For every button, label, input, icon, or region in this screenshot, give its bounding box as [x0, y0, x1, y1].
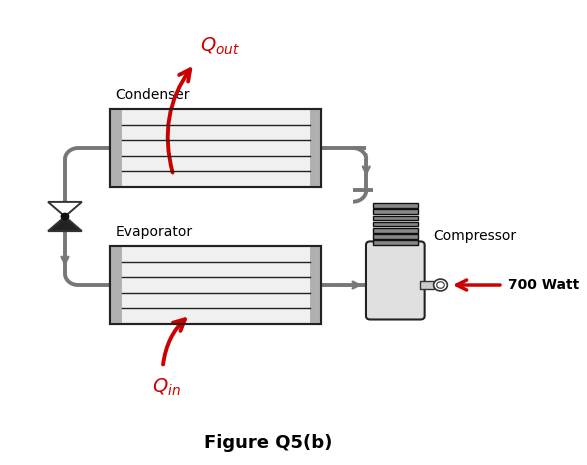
Text: Figure Q5(b): Figure Q5(b) [204, 434, 333, 452]
Bar [110, 109, 321, 187]
Circle shape [434, 279, 447, 291]
Bar [373, 240, 418, 245]
Text: $\mathit{Q}_{out}$: $\mathit{Q}_{out}$ [200, 35, 240, 57]
Bar [110, 109, 122, 187]
Bar [373, 222, 418, 226]
Bar [110, 246, 122, 324]
Bar [310, 109, 321, 187]
Bar [110, 246, 321, 324]
Bar [110, 109, 321, 187]
Bar [420, 281, 434, 289]
Bar [110, 246, 321, 324]
Polygon shape [48, 217, 82, 231]
Text: Condenser: Condenser [115, 88, 190, 102]
Polygon shape [48, 202, 82, 217]
Bar [373, 203, 418, 208]
Bar [373, 216, 418, 220]
Bar [310, 246, 321, 324]
Text: 700 Watt: 700 Watt [508, 278, 579, 292]
Bar [373, 228, 418, 232]
Text: Evaporator: Evaporator [115, 226, 193, 239]
Circle shape [61, 213, 69, 220]
Bar [373, 234, 418, 239]
FancyBboxPatch shape [366, 241, 424, 319]
Text: $\mathit{Q}_{in}$: $\mathit{Q}_{in}$ [152, 376, 181, 398]
Text: Compressor: Compressor [434, 229, 517, 243]
Bar [373, 209, 418, 214]
